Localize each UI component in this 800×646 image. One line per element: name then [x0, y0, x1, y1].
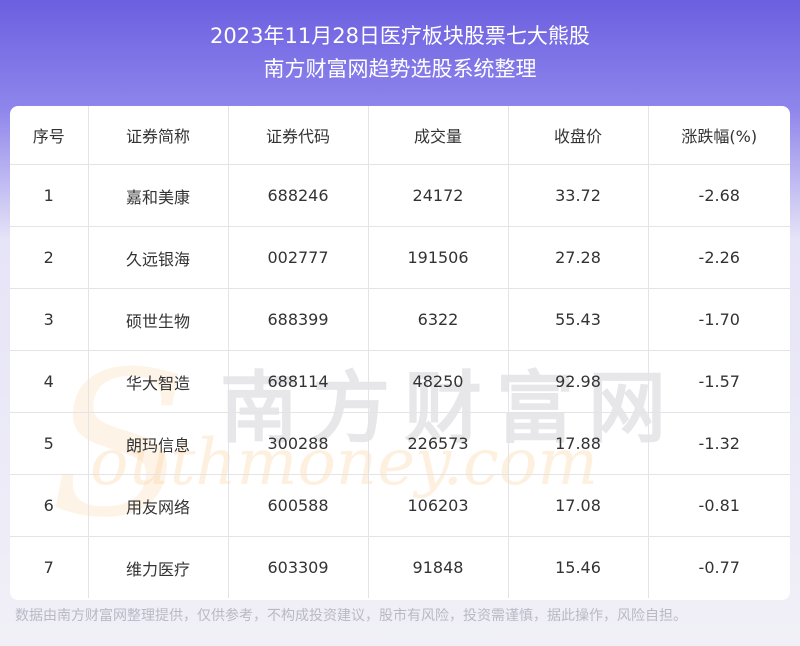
table-card: S 南方财富网 outhmoney.com 序号 证券简称 证券代码 成交量 收…	[10, 106, 790, 600]
cell-close: 17.88	[508, 412, 649, 475]
cell-index: 4	[10, 350, 89, 413]
cell-change: -2.26	[648, 226, 790, 289]
cell-close: 55.43	[508, 288, 649, 351]
cell-name: 维力医疗	[88, 536, 229, 598]
cell-change: -1.32	[648, 412, 790, 475]
cell-index: 2	[10, 226, 89, 289]
cell-volume: 91848	[368, 536, 509, 598]
cell-volume: 24172	[368, 164, 509, 227]
col-header-close: 收盘价	[508, 106, 649, 165]
cell-close: 15.46	[508, 536, 649, 598]
table-row: 2 久远银海 002777 191506 27.28 -2.26	[10, 226, 790, 289]
cell-code: 688399	[228, 288, 369, 351]
header-banner: 2023年11月28日医疗板块股票七大熊股 南方财富网趋势选股系统整理	[0, 0, 800, 110]
cell-index: 6	[10, 474, 89, 537]
table-row: 4 华大智造 688114 48250 92.98 -1.57	[10, 350, 790, 413]
cell-change: -0.81	[648, 474, 790, 537]
page-title: 2023年11月28日医疗板块股票七大熊股	[210, 24, 590, 48]
cell-volume: 226573	[368, 412, 509, 475]
col-header-index: 序号	[10, 106, 89, 165]
table-row: 1 嘉和美康 688246 24172 33.72 -2.68	[10, 164, 790, 227]
cell-volume: 191506	[368, 226, 509, 289]
disclaimer-text: 数据由南方财富网整理提供，仅供参考，不构成投资建议，股市有风险，投资需谨慎，据此…	[15, 608, 687, 624]
col-header-volume: 成交量	[368, 106, 509, 165]
table-row: 3 硕世生物 688399 6322 55.43 -1.70	[10, 288, 790, 351]
cell-volume: 106203	[368, 474, 509, 537]
cell-name: 嘉和美康	[88, 164, 229, 227]
cell-close: 92.98	[508, 350, 649, 413]
cell-change: -2.68	[648, 164, 790, 227]
page-subtitle: 南方财富网趋势选股系统整理	[263, 57, 537, 81]
cell-close: 33.72	[508, 164, 649, 227]
cell-index: 7	[10, 536, 89, 598]
cell-close: 17.08	[508, 474, 649, 537]
stock-table: 序号 证券简称 证券代码 成交量 收盘价 涨跌幅(%) 1 嘉和美康 68824…	[10, 106, 790, 598]
cell-volume: 48250	[368, 350, 509, 413]
table-row: 6 用友网络 600588 106203 17.08 -0.81	[10, 474, 790, 537]
col-header-name: 证券简称	[88, 106, 229, 165]
cell-name: 硕世生物	[88, 288, 229, 351]
table-row: 7 维力医疗 603309 91848 15.46 -0.77	[10, 536, 790, 598]
cell-change: -1.57	[648, 350, 790, 413]
table-header-row: 序号 证券简称 证券代码 成交量 收盘价 涨跌幅(%)	[10, 106, 790, 165]
cell-change: -0.77	[698, 558, 740, 577]
cell-code: 688246	[228, 164, 369, 227]
cell-volume: 6322	[368, 288, 509, 351]
col-header-change: 涨跌幅(%)	[648, 106, 790, 165]
cell-name: 用友网络	[88, 474, 229, 537]
cell-index: 1	[10, 164, 89, 227]
cell-code: 603309	[228, 536, 369, 598]
col-header-code: 证券代码	[228, 106, 369, 165]
cell-code: 600588	[228, 474, 369, 537]
cell-code: 002777	[228, 226, 369, 289]
cell-index: 5	[10, 412, 89, 475]
cell-name: 朗玛信息	[88, 412, 229, 475]
cell-name: 华大智造	[88, 350, 229, 413]
cell-name: 久远银海	[88, 226, 229, 289]
cell-change: -1.70	[648, 288, 790, 351]
cell-close: 27.28	[508, 226, 649, 289]
table-row: 5 朗玛信息 300288 226573 17.88 -1.32	[10, 412, 790, 475]
cell-code: 688114	[228, 350, 369, 413]
cell-index: 3	[10, 288, 89, 351]
cell-code: 300288	[228, 412, 369, 475]
